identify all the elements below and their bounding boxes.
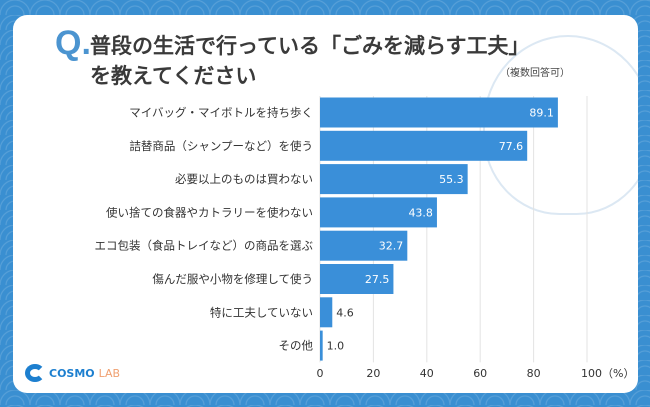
- bar: [320, 164, 468, 195]
- category-label: マイバッグ・マイボトルを持ち歩く: [129, 106, 313, 120]
- logo: COSMO LAB: [25, 364, 120, 382]
- value-label: 4.6: [336, 306, 354, 319]
- bar: [320, 197, 437, 228]
- category-label: 必要以上のものは買わない: [175, 172, 313, 186]
- title-line-1: 普段の生活で行っている「ごみを減らす工夫」: [90, 34, 530, 58]
- q-mark: Q.: [55, 24, 91, 62]
- category-label: その他: [279, 339, 314, 353]
- value-label: 89.1: [529, 107, 554, 120]
- category-label: 傷んだ服や小物を修理して使う: [152, 272, 313, 286]
- bar: [320, 97, 558, 128]
- multiple-answer-note: （複数回答可）: [500, 68, 570, 79]
- value-label: 27.5: [365, 273, 390, 286]
- category-label: エコ包装（食品トレイなど）の商品を選ぶ: [95, 239, 314, 253]
- page-title: 普段の生活で行っている「ごみを減らす工夫」 を教えてください: [90, 31, 570, 91]
- value-label: 1.0: [327, 340, 345, 353]
- bar: [320, 130, 528, 161]
- x-tick-label: 80: [527, 367, 541, 380]
- bar: [320, 264, 394, 294]
- logo-icon: [25, 364, 45, 382]
- logo-text-lab: LAB: [98, 366, 121, 380]
- value-label: 32.7: [379, 240, 404, 253]
- category-label: 特に工夫していない: [210, 305, 313, 319]
- bar: [320, 330, 323, 361]
- category-label: 詰替商品（シャンプーなど）を使う: [129, 139, 313, 153]
- value-label: 77.6: [499, 140, 524, 153]
- x-tick-label: 100（%）: [581, 367, 634, 380]
- x-tick-label: 40: [420, 367, 434, 380]
- value-label: 55.3: [439, 173, 464, 186]
- category-label: 使い捨ての食器やカトラリーを使わない: [106, 205, 313, 219]
- x-tick-label: 60: [473, 367, 487, 380]
- x-tick-label: 0: [317, 367, 324, 380]
- x-tick-label: 20: [366, 367, 380, 380]
- logo-text: COSMO: [49, 366, 95, 380]
- bar: [320, 297, 333, 328]
- title-line-2: を教えてください: [90, 64, 257, 88]
- bar: [320, 230, 408, 261]
- value-label: 43.8: [408, 206, 433, 219]
